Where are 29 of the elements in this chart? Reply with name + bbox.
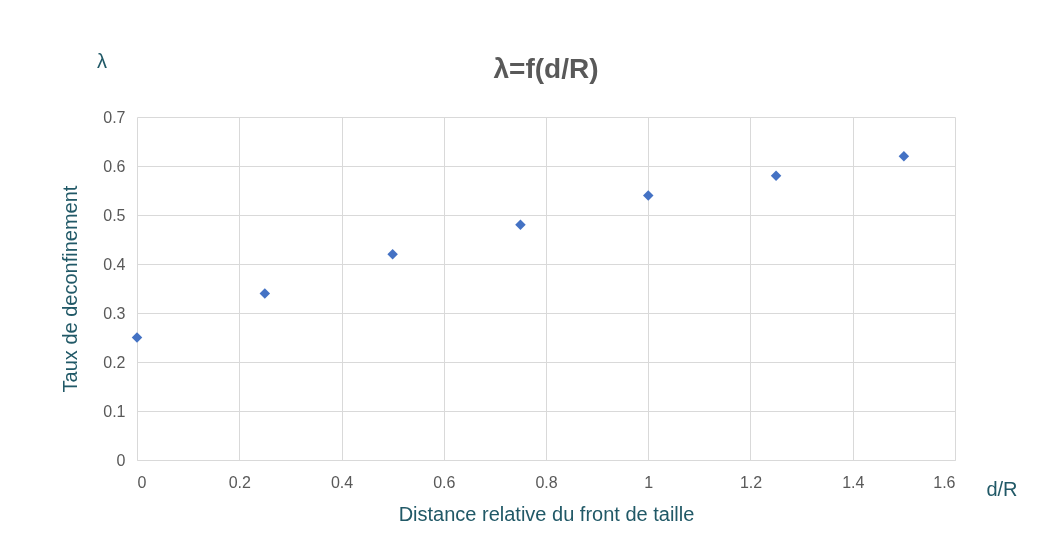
point xyxy=(515,219,526,231)
x-tick-label: 0.8 xyxy=(535,473,558,491)
x-tick-label: 1.4 xyxy=(842,473,865,491)
y-tick-label: 0.2 xyxy=(103,353,126,371)
y-tick-label: 0.4 xyxy=(103,255,126,273)
x-tick-label: 0.2 xyxy=(228,473,251,491)
x-tick-label: 0.4 xyxy=(330,473,354,491)
y-tick-label: 0.5 xyxy=(103,206,126,224)
chart-title: λ=f(d/R) xyxy=(493,53,599,84)
x-tick-label: 0.6 xyxy=(433,473,456,491)
point xyxy=(643,190,654,201)
y-tick-label: 0.7 xyxy=(103,108,126,126)
point xyxy=(259,288,271,299)
y-tick-label: 0 xyxy=(116,451,126,469)
text: λ xyxy=(97,50,107,72)
x-tick-label: 1 xyxy=(644,473,654,491)
text: d/R xyxy=(986,478,1018,500)
point xyxy=(770,170,782,182)
y-tick-label: 0.1 xyxy=(103,402,126,420)
point xyxy=(898,150,910,162)
point xyxy=(131,332,143,343)
x-tick-label: 1.6 xyxy=(933,473,956,491)
x-tick-label: 1.2 xyxy=(739,473,763,491)
y-tick-label: 0.3 xyxy=(103,304,126,322)
x-tick-label: 0 xyxy=(137,473,147,491)
y-tick-label: 0.6 xyxy=(103,157,126,175)
x-axis-title: Distance relative du front de taille xyxy=(398,502,695,525)
y-axis-title: Taux de deconfinement xyxy=(59,185,82,393)
point xyxy=(387,248,398,260)
